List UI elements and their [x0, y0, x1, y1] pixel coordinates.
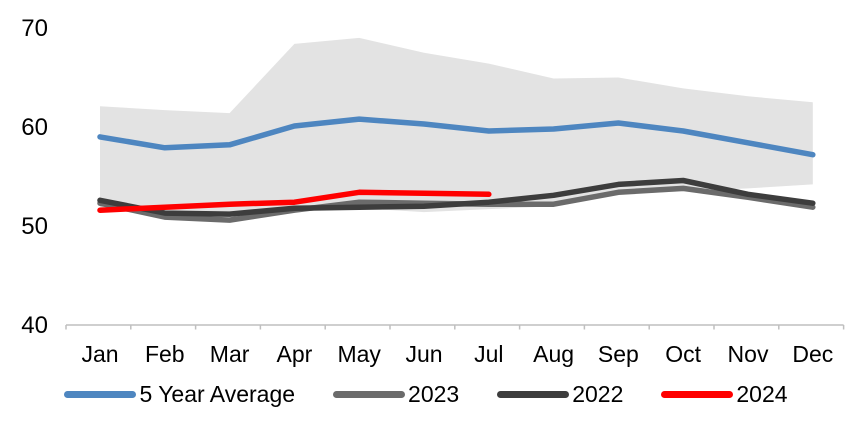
- legend-item-2023: 2023: [333, 383, 459, 406]
- legend-swatch-2023: [333, 391, 406, 398]
- x-tick-label-jan: Jan: [81, 341, 118, 367]
- y-tick-label: 60: [21, 114, 48, 141]
- y-tick-label: 40: [21, 312, 48, 339]
- x-tick-label-aug: Aug: [533, 341, 574, 367]
- x-tick-label-mar: Mar: [210, 341, 250, 367]
- x-tick-label-nov: Nov: [728, 341, 769, 367]
- series-line-5-year-average: [97, 116, 816, 158]
- series-line-2024: [97, 189, 492, 213]
- line-chart: 40 50 60 70 Jan Feb Mar Apr May Jun Jul Aug Sep Oct No…: [21, 15, 845, 367]
- x-tick-label-jul: Jul: [474, 341, 503, 367]
- y-tick-label: 50: [21, 213, 48, 240]
- chart-legend: 5 Year Average 2023 2022 2024: [0, 383, 852, 406]
- legend-swatch-5-year-average: [64, 391, 137, 398]
- x-axis-line: [65, 324, 845, 330]
- legend-item-2024: 2024: [661, 381, 788, 407]
- x-tick-label-jun: Jun: [405, 341, 442, 367]
- legend-label-5-year-average: 5 Year Average: [139, 381, 296, 407]
- legend-swatch-2024: [661, 391, 734, 398]
- legend-label-2022: 2022: [572, 381, 624, 407]
- legend-label-2023: 2023: [408, 381, 460, 407]
- x-tick-label-may: May: [337, 341, 381, 367]
- legend-item-2022: 2022: [497, 383, 623, 406]
- plot-area: 40 50 60 70 Jan Feb Mar Apr May Jun Jul Aug Sep Oct No…: [21, 15, 845, 367]
- x-tick-label-apr: Apr: [277, 341, 313, 367]
- x-tick-label-oct: Oct: [665, 341, 701, 367]
- x-tick-label-dec: Dec: [792, 341, 833, 367]
- x-tick-label-feb: Feb: [145, 341, 185, 367]
- series-line-2022: [97, 177, 816, 217]
- x-tick-label-sep: Sep: [598, 341, 639, 367]
- legend-item-5-year-average: 5 Year Average: [64, 383, 295, 406]
- legend-swatch-2022: [497, 391, 570, 398]
- y-tick-label: 70: [21, 15, 48, 42]
- legend-label-2024: 2024: [736, 381, 788, 407]
